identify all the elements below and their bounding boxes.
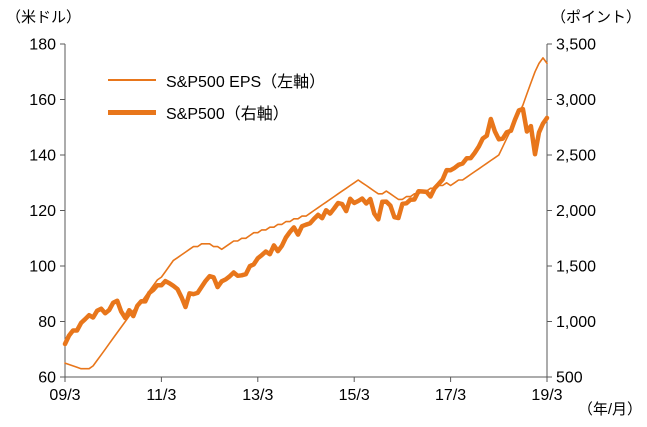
right-axis-tick-label: 1,500 [556,259,596,276]
x-axis-tick-label: 19/3 [531,387,562,404]
eps-line-sample [108,79,156,81]
x-axis-tick-label: 11/3 [146,387,176,404]
index-line-sample [108,109,156,115]
x-axis-tick-label: 17/3 [435,387,466,404]
right-axis-tick-label: 2,000 [556,203,596,220]
legend-label-eps: S&P500 EPS（左軸） [166,74,326,91]
left-axis-tick-label: 100 [29,259,56,276]
left-axis-tick-label: 140 [29,148,56,165]
index-line [62,106,550,347]
left-axis-tick-label: 60 [38,370,56,387]
left-axis-unit-label: （米ドル） [6,9,82,26]
legend-item-eps: S&P500 EPS（左軸） [108,64,325,96]
x-axis-tick-label: 09/3 [49,387,80,404]
right-axis-unit-label: （ポイント） [550,9,641,26]
legend: S&P500 EPS（左軸） S&P500（右軸） [108,64,325,128]
right-axis-tick-label: 3,500 [556,37,596,54]
legend-label-index: S&P500（右軸） [166,106,289,123]
right-axis-tick-label: 2,500 [556,148,596,165]
right-axis-tick-label: 1,000 [556,314,596,331]
legend-item-index: S&P500（右軸） [108,96,325,128]
right-axis-tick-label: 500 [556,370,583,387]
left-axis-tick-label: 120 [29,203,56,220]
left-axis-tick-label: 180 [29,37,56,54]
left-axis-tick-label: 80 [38,314,56,331]
right-axis-tick-label: 3,000 [556,92,596,109]
x-axis-unit-label: （年/月） [577,401,642,418]
x-axis-tick-label: 15/3 [339,387,370,404]
left-axis-tick-label: 160 [29,92,56,109]
x-axis-tick-label: 13/3 [242,387,273,404]
